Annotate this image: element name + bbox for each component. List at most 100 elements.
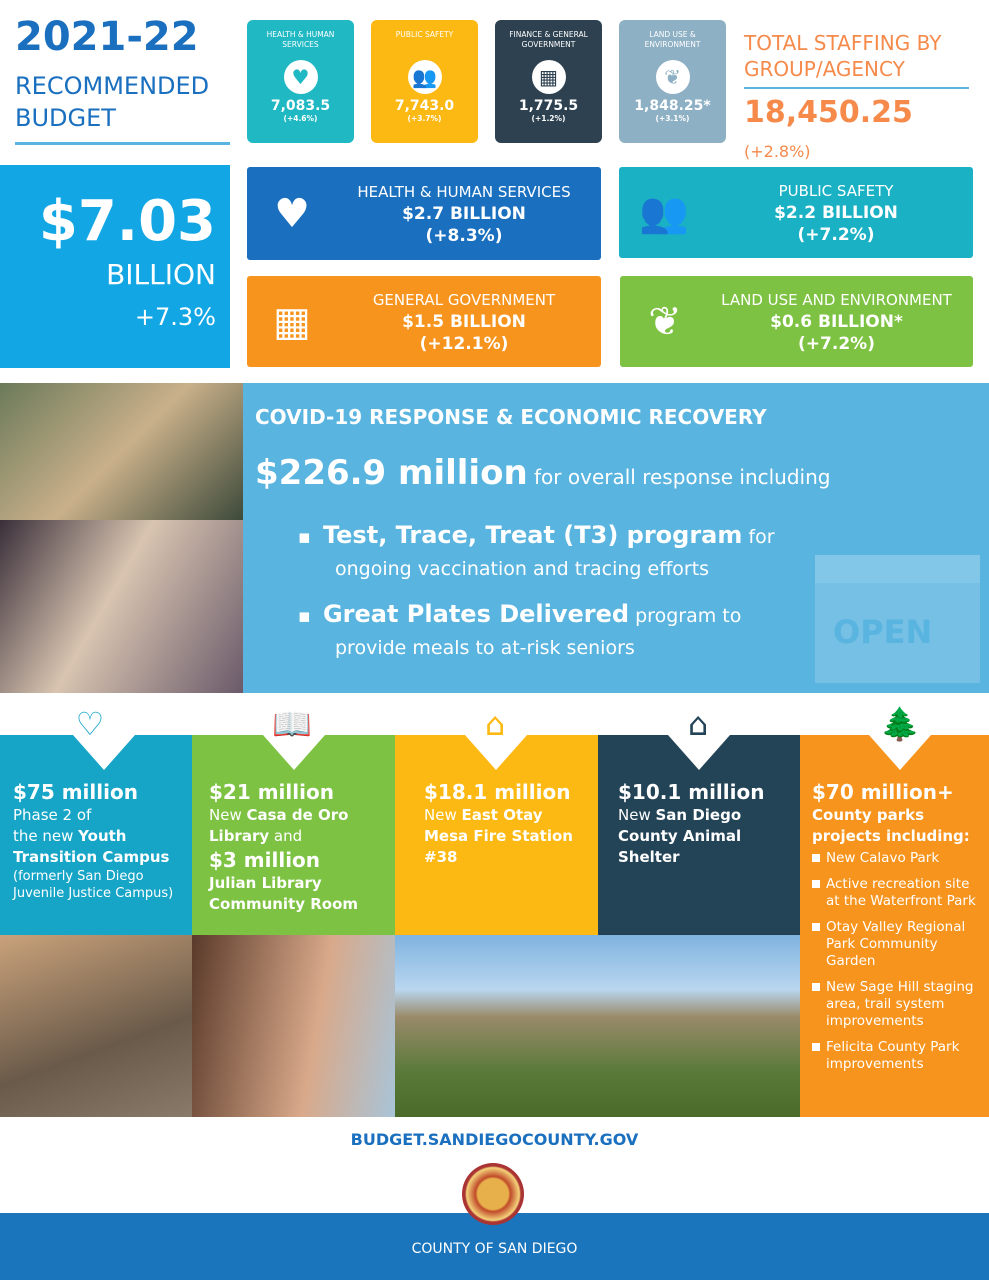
total-budget: $7.03 BILLION +7.3%: [0, 165, 230, 368]
heart-person-icon: ♥: [274, 190, 310, 237]
tile-label: FINANCE & GENERAL GOVERNMENT: [509, 30, 588, 49]
group-change: (+12.1%): [419, 333, 509, 354]
tile-change: (+4.6%): [283, 114, 318, 123]
project-text: Mesa Fire Station #38: [424, 827, 573, 866]
open-book-icon: 📖: [272, 705, 312, 743]
covid-section: COVID-19 RESPONSE & ECONOMIC RECOVERY $2…: [243, 383, 989, 693]
project-text: New: [209, 806, 247, 824]
people-group-icon: 👥: [407, 60, 442, 94]
divider: [744, 87, 969, 89]
hands-plant-icon: ❦: [655, 60, 690, 94]
project-text: Phase 2 of: [13, 806, 92, 824]
total-amount: $7.03: [38, 189, 216, 254]
project-text: County parks projects including:: [812, 806, 970, 845]
project-amount: $75 million: [13, 780, 138, 804]
covid-amount-desc: for overall response including: [534, 465, 831, 489]
photo-library-kids: [192, 935, 395, 1117]
project-text: Youth: [78, 827, 127, 845]
group-change: (+7.2%): [798, 333, 875, 354]
project-text: Casa de Oro: [246, 806, 349, 824]
divider: [15, 142, 230, 145]
heart-person-icon: ♥: [283, 60, 318, 94]
open-sign: OPEN: [833, 613, 933, 651]
group-name: HEALTH & HUMAN SERVICES: [357, 182, 571, 201]
pointer: [637, 700, 761, 770]
pointer: [232, 700, 356, 770]
project-text: San Diego: [655, 806, 742, 824]
group-amount: $0.6 BILLION*: [770, 311, 903, 332]
staffing-total: 18,450.25 (+2.8%): [744, 95, 989, 165]
staff-tile-ps: PUBLIC SAFETY 👥 7,743.0 (+3.7%): [371, 20, 478, 143]
group-name: LAND USE AND ENVIRONMENT: [721, 290, 952, 309]
project-text: East Otay: [461, 806, 543, 824]
bullet-text: program to: [635, 605, 742, 627]
budget-year: 2021-22: [15, 14, 199, 60]
group-name: GENERAL GOVERNMENT: [372, 290, 556, 309]
people-group-icon: 👥: [639, 190, 689, 236]
project-text: New: [618, 806, 656, 824]
group-card-lue: ❦ LAND USE AND ENVIRONMENT $0.6 BILLION* (+…: [620, 276, 973, 367]
photo-food-delivery: [0, 383, 243, 520]
total-change: +7.3%: [134, 303, 216, 331]
building-icon: ▦: [273, 298, 311, 345]
covid-bullet: ▪ Great Plates Delivered program to provi…: [298, 600, 742, 659]
park-item: Active recreation site at the Waterfront…: [812, 876, 981, 910]
group-amount: $2.2 BILLION: [774, 202, 898, 223]
fire-station-icon: ⌂: [484, 705, 506, 743]
photo-vaccination: [0, 520, 243, 693]
staffing-value: 18,450.25: [744, 95, 913, 130]
county-name: COUNTY OF SAN DIEGO: [411, 1241, 578, 1257]
project-text: Transition Campus: [13, 848, 170, 866]
group-card-hhs: ♥ HEALTH & HUMAN SERVICES $2.7 BILLION (+8.…: [247, 167, 601, 260]
project-parks: $70 million+ County parks projects inclu…: [800, 735, 989, 1117]
tile-change: (+3.1%): [655, 114, 690, 123]
hands-plant-icon: ❦: [648, 298, 682, 345]
park-bench-tree-icon: 🌲: [880, 705, 920, 743]
open-storefront-icon: OPEN: [815, 555, 980, 683]
staff-tile-lue: LAND USE & ENVIRONMENT ❦ 1,848.25* (+3.1%): [619, 20, 726, 143]
tile-value: 1,775.5: [518, 98, 579, 114]
project-text: County Animal Shelter: [618, 827, 742, 866]
group-name: PUBLIC SAFETY: [778, 181, 894, 200]
staffing-title: TOTAL STAFFING BY GROUP/AGENCY: [744, 31, 942, 81]
staff-tile-fgg: FINANCE & GENERAL GOVERNMENT ▦ 1,775.5 (+1…: [495, 20, 602, 143]
project-text: Julian Library Community Room: [209, 874, 359, 913]
group-amount: $2.7 BILLION: [402, 203, 526, 224]
project-text: Library: [209, 827, 270, 845]
total-unit: BILLION: [106, 258, 216, 291]
tile-label: PUBLIC SAFETY: [395, 30, 454, 39]
staffing-change: (+2.8%): [744, 142, 811, 161]
group-change: (+8.3%): [425, 225, 503, 246]
budget-website-link[interactable]: BUDGET.SANDIEGOCOUNTY.GOV: [350, 1130, 639, 1149]
tile-value: 7,083.5: [270, 98, 331, 114]
covid-bullet: ▪ Test, Trace, Treat (T3) program for ong…: [298, 521, 775, 580]
project-animal-shelter: $10.1 million New San Diego County Anima…: [598, 735, 800, 935]
tile-value: 1,848.25*: [634, 98, 711, 114]
bullet-text: for: [748, 526, 775, 548]
tile-label: HEALTH & HUMAN SERVICES: [266, 30, 335, 49]
project-amount: $18.1 million: [424, 780, 571, 804]
project-text: the new: [13, 827, 79, 845]
pointer: [434, 700, 558, 770]
bullet-text: provide meals to at-risk seniors: [335, 637, 635, 659]
project-amount: $3 million: [209, 848, 321, 872]
park-item: New Sage Hill staging area, trail system…: [812, 979, 981, 1030]
project-fire-station: $18.1 million New East Otay Mesa Fire St…: [395, 735, 598, 935]
bullet-bold: Test, Trace, Treat (T3) program: [322, 521, 743, 549]
county-seal-logo: [462, 1163, 524, 1225]
park-item: Otay Valley Regional Park Community Gard…: [812, 919, 981, 970]
pointer: [42, 700, 166, 770]
group-amount: $1.5 BILLION: [402, 311, 526, 332]
project-amount: $21 million: [209, 780, 334, 804]
group-card-ps: 👥 PUBLIC SAFETY $2.2 BILLION (+7.2%): [619, 167, 973, 258]
bullet-bold: Great Plates Delivered: [322, 600, 630, 628]
photo-park-landscape: [395, 935, 800, 1117]
budget-subtitle: RECOMMENDED BUDGET: [15, 72, 210, 132]
building-icon: ▦: [531, 60, 566, 94]
park-item: Felicita County Park improvements: [812, 1039, 981, 1073]
tile-change: (+3.7%): [407, 114, 442, 123]
pet-house-icon: ⌂: [687, 705, 709, 743]
project-text: New: [424, 806, 462, 824]
covid-amount: $226.9 million: [255, 453, 528, 493]
heart-shield-hand-icon: ♡: [75, 705, 105, 743]
